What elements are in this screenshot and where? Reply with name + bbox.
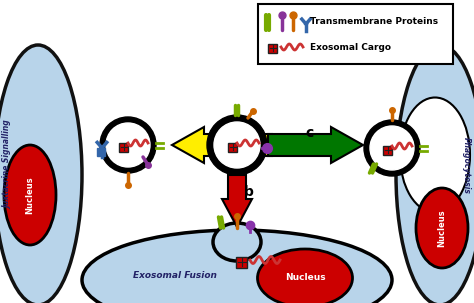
Bar	[383, 145, 392, 155]
Ellipse shape	[82, 230, 392, 303]
Text: b: b	[244, 185, 254, 199]
FancyArrow shape	[222, 175, 252, 227]
Bar	[268, 44, 277, 52]
FancyArrow shape	[172, 127, 272, 163]
Circle shape	[207, 115, 267, 175]
Bar	[228, 142, 237, 152]
Bar	[258, 4, 453, 64]
Bar	[119, 142, 128, 152]
Ellipse shape	[213, 223, 261, 261]
FancyArrow shape	[268, 127, 363, 163]
Circle shape	[214, 122, 260, 168]
Text: Exosomal Fusion: Exosomal Fusion	[133, 271, 217, 279]
Text: Transmembrane Proteins: Transmembrane Proteins	[310, 18, 438, 26]
Bar	[237, 257, 247, 268]
Text: a: a	[235, 126, 245, 140]
Text: c: c	[306, 126, 314, 140]
Ellipse shape	[396, 45, 474, 303]
Ellipse shape	[416, 188, 468, 268]
Text: Nucleus: Nucleus	[26, 176, 35, 214]
Ellipse shape	[4, 145, 56, 245]
Circle shape	[100, 117, 156, 173]
Circle shape	[364, 120, 420, 176]
Circle shape	[370, 126, 414, 170]
Ellipse shape	[0, 45, 82, 303]
Circle shape	[106, 123, 150, 167]
Text: Nucleus: Nucleus	[438, 209, 447, 247]
Text: Nucleus: Nucleus	[285, 274, 325, 282]
Text: Exosomal Cargo: Exosomal Cargo	[310, 44, 391, 52]
Ellipse shape	[257, 249, 353, 303]
Text: Phagocytosis: Phagocytosis	[462, 137, 471, 193]
Text: Juxtacrine Signalling: Juxtacrine Signalling	[3, 121, 12, 209]
Ellipse shape	[400, 98, 470, 212]
